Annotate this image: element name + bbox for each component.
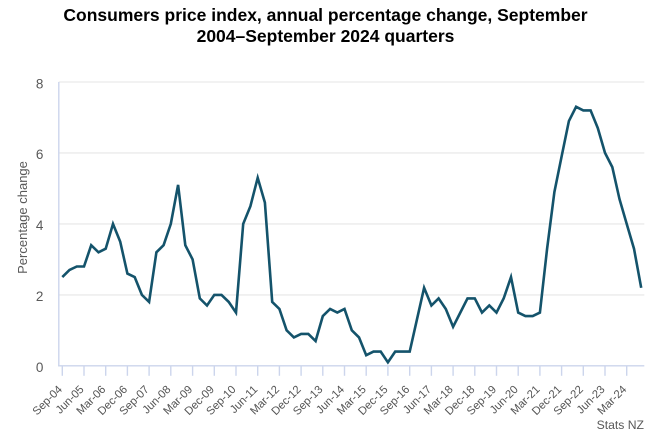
svg-text:2004–September 2024 quarters: 2004–September 2024 quarters xyxy=(197,26,455,46)
svg-text:2: 2 xyxy=(36,289,44,304)
svg-text:4: 4 xyxy=(36,218,44,233)
svg-text:Percentage change: Percentage change xyxy=(15,161,30,274)
svg-text:0: 0 xyxy=(36,360,44,375)
svg-text:6: 6 xyxy=(36,147,44,162)
svg-text:Stats NZ: Stats NZ xyxy=(597,418,645,432)
svg-text:8: 8 xyxy=(36,76,44,91)
svg-text:Consumers price index, annual: Consumers price index, annual percentage… xyxy=(63,5,587,25)
